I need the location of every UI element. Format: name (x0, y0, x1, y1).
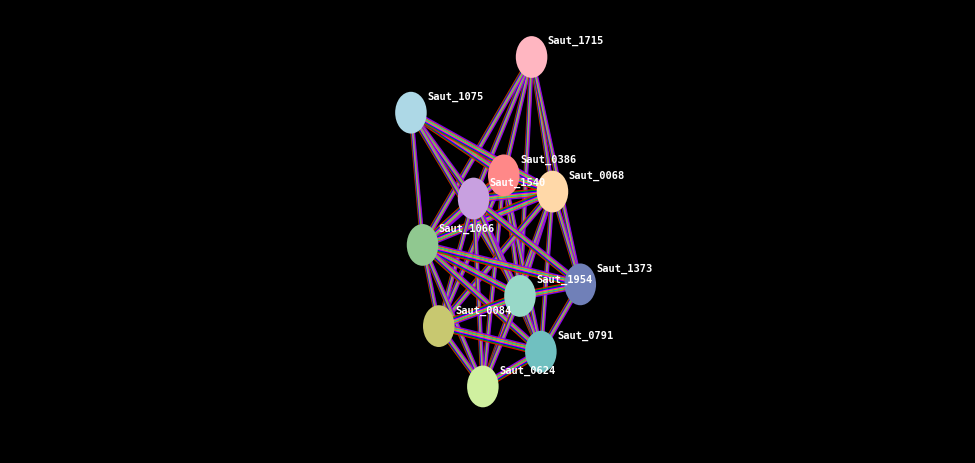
Ellipse shape (536, 171, 568, 213)
Ellipse shape (565, 264, 596, 306)
Text: Saut_0068: Saut_0068 (568, 170, 625, 181)
Ellipse shape (516, 37, 547, 79)
Text: Saut_0386: Saut_0386 (520, 154, 576, 164)
Text: Saut_1066: Saut_1066 (439, 224, 495, 234)
Ellipse shape (395, 93, 427, 134)
Text: Saut_0624: Saut_0624 (499, 365, 556, 375)
Text: Saut_1954: Saut_1954 (536, 275, 593, 285)
Ellipse shape (407, 225, 439, 266)
Ellipse shape (488, 155, 520, 197)
Text: Saut_1715: Saut_1715 (548, 36, 604, 46)
Ellipse shape (504, 275, 535, 317)
Ellipse shape (467, 366, 498, 407)
Text: Saut_1540: Saut_1540 (489, 177, 546, 188)
Ellipse shape (423, 306, 454, 347)
Ellipse shape (458, 178, 489, 220)
Ellipse shape (526, 331, 557, 373)
Text: Saut_0084: Saut_0084 (455, 305, 511, 315)
Text: Saut_0791: Saut_0791 (557, 330, 613, 340)
Text: Saut_1075: Saut_1075 (427, 92, 484, 102)
Text: Saut_1373: Saut_1373 (597, 263, 653, 273)
